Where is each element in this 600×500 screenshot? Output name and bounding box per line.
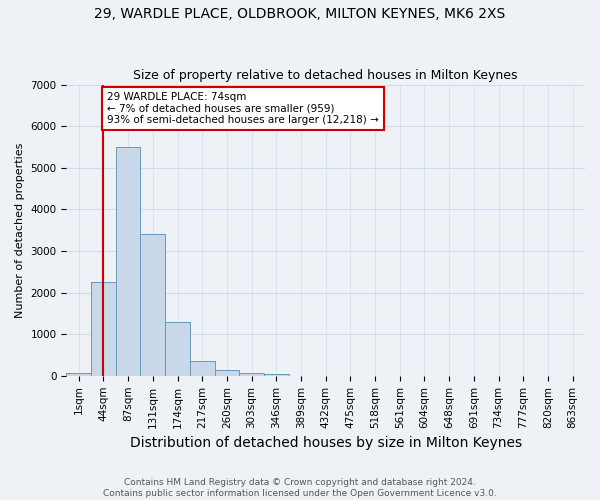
- Text: 29, WARDLE PLACE, OLDBROOK, MILTON KEYNES, MK6 2XS: 29, WARDLE PLACE, OLDBROOK, MILTON KEYNE…: [94, 8, 506, 22]
- Text: Contains HM Land Registry data © Crown copyright and database right 2024.
Contai: Contains HM Land Registry data © Crown c…: [103, 478, 497, 498]
- Bar: [116, 147, 140, 376]
- Bar: [91, 282, 116, 376]
- Y-axis label: Number of detached properties: Number of detached properties: [15, 142, 25, 318]
- Bar: [140, 234, 165, 376]
- Title: Size of property relative to detached houses in Milton Keynes: Size of property relative to detached ho…: [133, 69, 518, 82]
- Bar: [67, 372, 91, 376]
- Bar: [215, 370, 239, 376]
- Bar: [165, 322, 190, 376]
- Bar: [264, 374, 289, 376]
- X-axis label: Distribution of detached houses by size in Milton Keynes: Distribution of detached houses by size …: [130, 436, 522, 450]
- Bar: [239, 372, 264, 376]
- Text: 29 WARDLE PLACE: 74sqm
← 7% of detached houses are smaller (959)
93% of semi-det: 29 WARDLE PLACE: 74sqm ← 7% of detached …: [107, 92, 379, 125]
- Bar: [190, 362, 215, 376]
